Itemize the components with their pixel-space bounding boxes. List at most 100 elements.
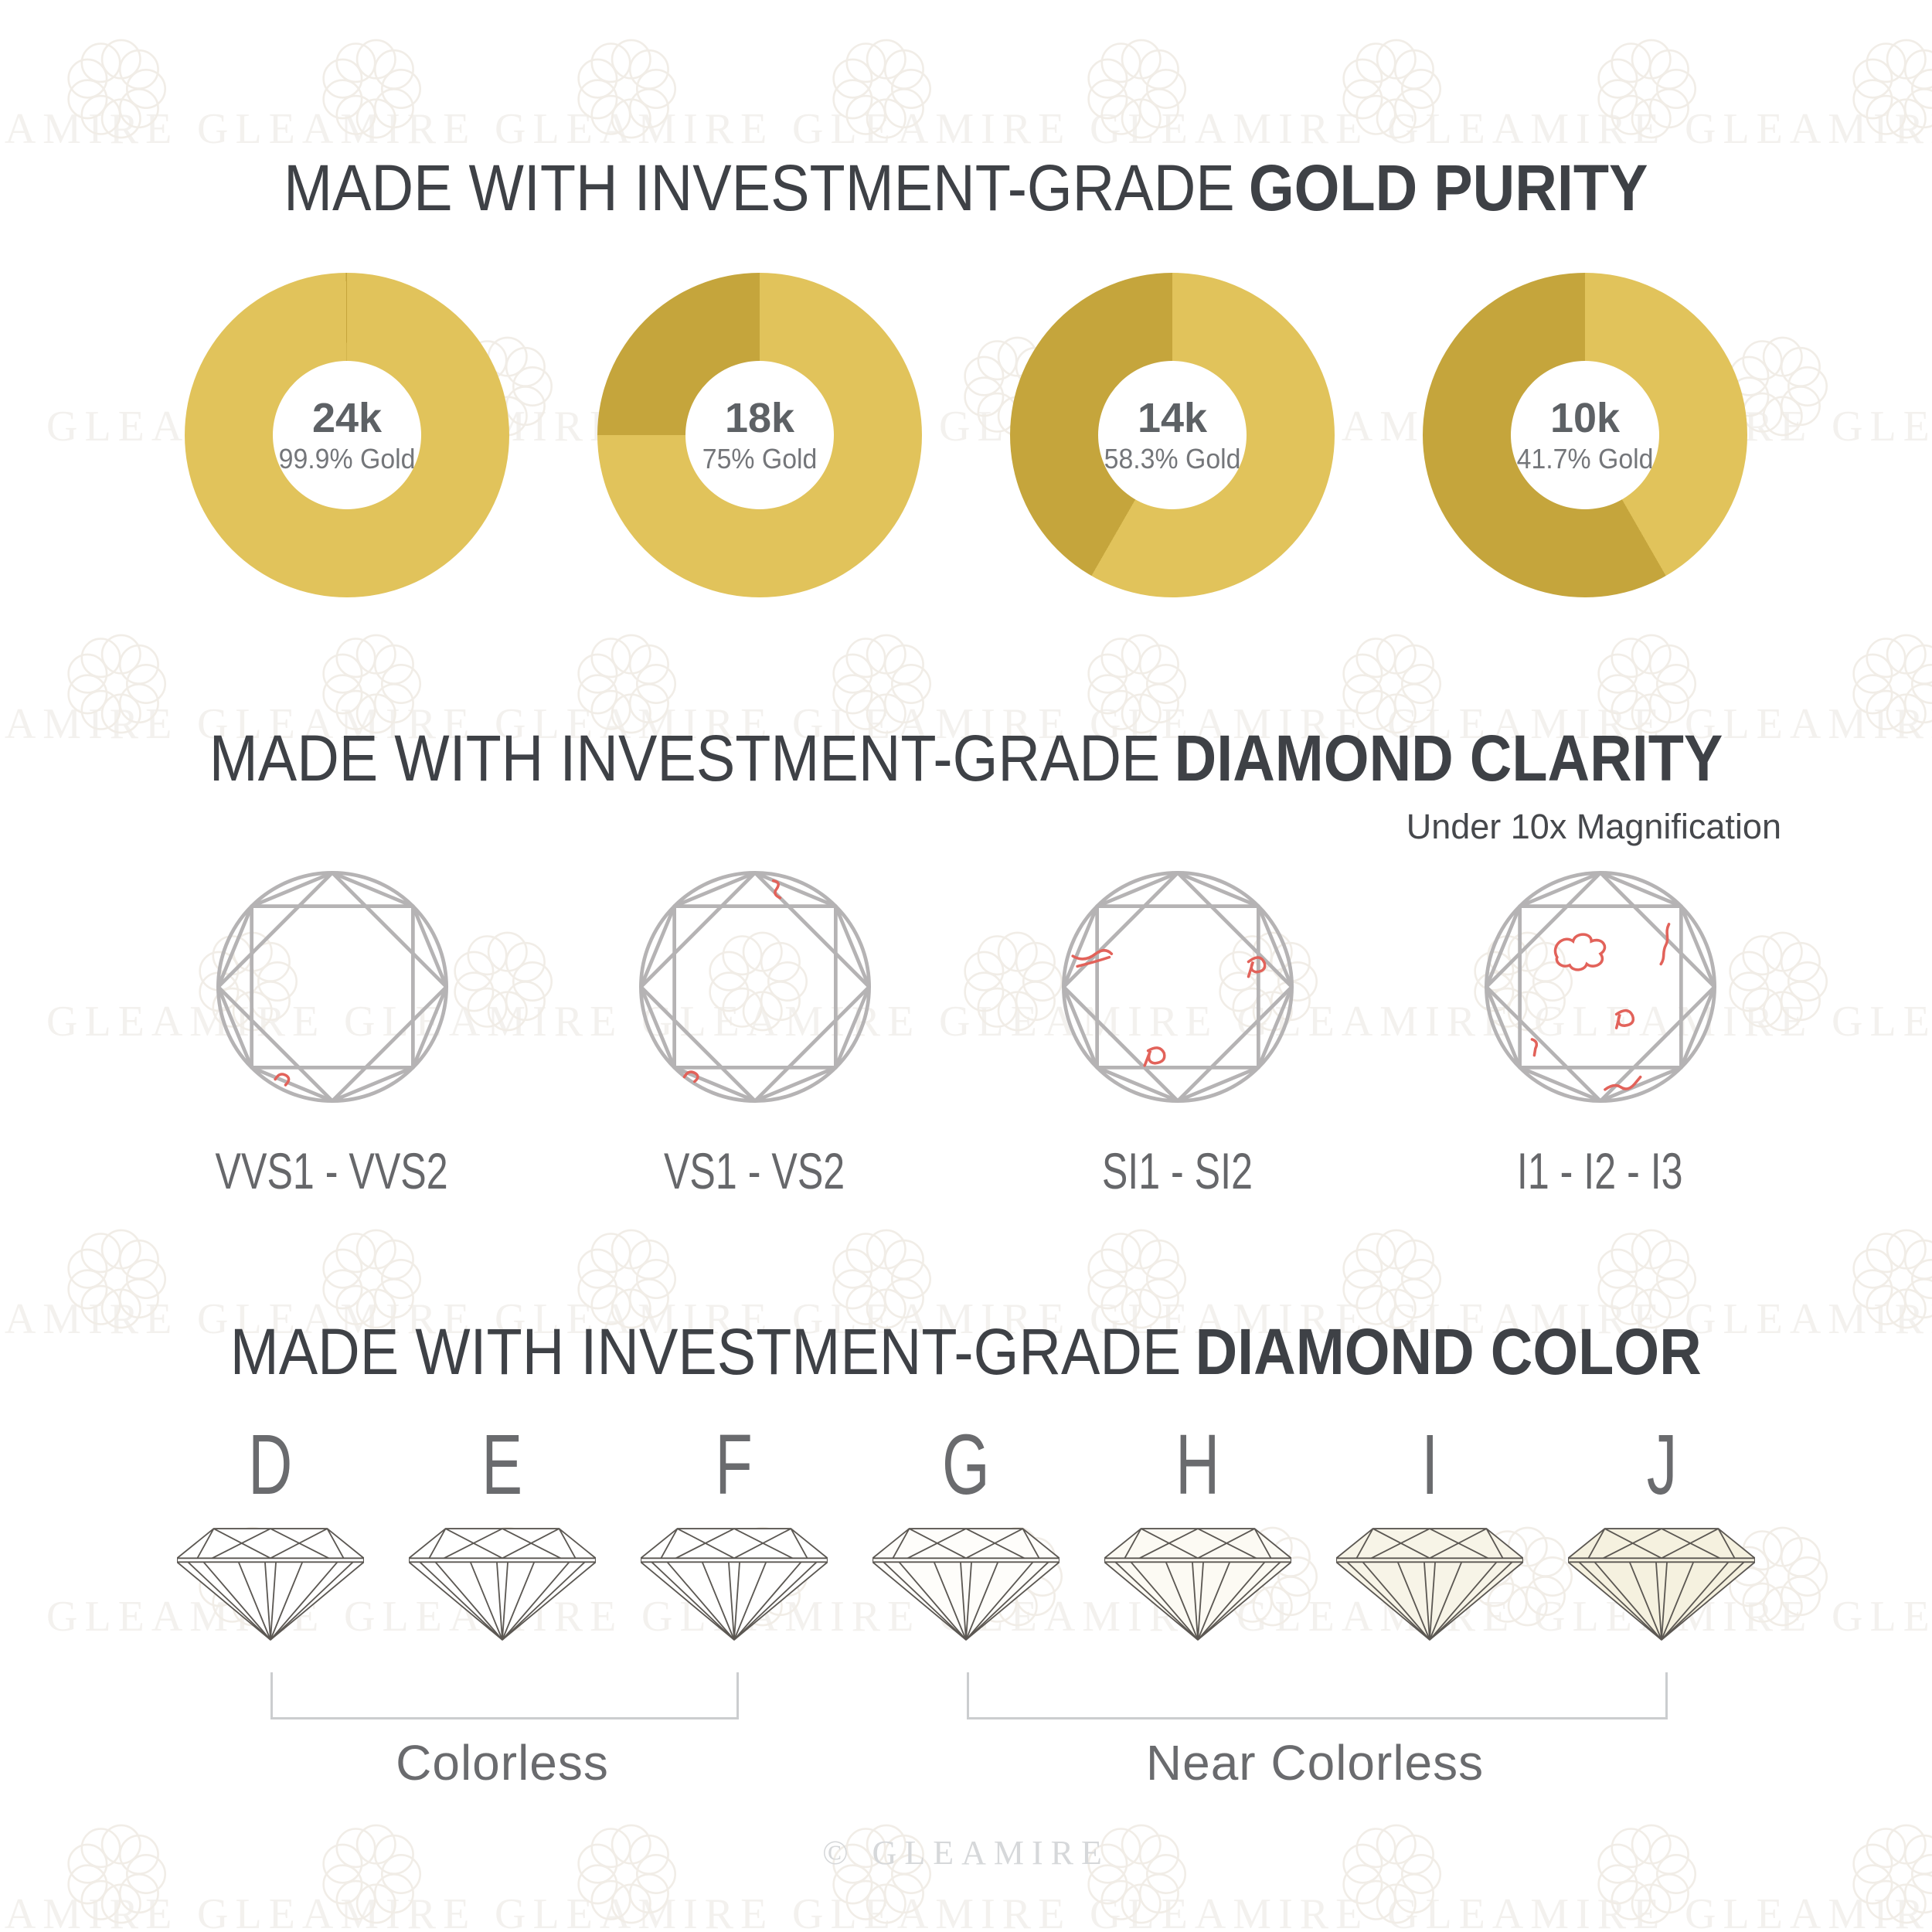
watermark-flower-icon — [1087, 39, 1186, 139]
diamond-top-view-icon — [1061, 871, 1294, 1103]
watermark-flower-icon — [322, 634, 421, 734]
inclusion-marks — [1530, 923, 1670, 1091]
watermark-flower-icon — [832, 634, 931, 734]
color-grade-column: D — [155, 1423, 386, 1643]
color-grade-letter: G — [942, 1417, 990, 1512]
donut-chart-24k: 24k 99.9% Gold — [185, 273, 509, 597]
watermark-flower-icon — [832, 39, 931, 139]
diamond-clarity-row: VVS1 - VVS2 VS1 - VS2 SI1 - SI2 I1 - I2 - I… — [0, 867, 1932, 1196]
color-grade-letter: J — [1646, 1417, 1677, 1512]
watermark-text: GLEAMIRE — [0, 105, 179, 153]
color-title-regular: MADE WITH INVESTMENT-GRADE — [230, 1315, 1182, 1388]
colorless-label: Colorless — [396, 1735, 609, 1791]
watermark-text: GLEAMIRE — [792, 700, 1072, 748]
copyright-footer: © GLEAMIRE — [822, 1834, 1110, 1872]
watermark-text: GLEAMIRE — [1090, 1890, 1369, 1932]
watermark-text: GLEAMIRE — [197, 1890, 477, 1932]
watermark-flower-icon — [322, 39, 421, 139]
karat-label: 10k — [1549, 395, 1621, 441]
clarity-grade-label: VVS1 - VVS2 — [215, 1142, 449, 1199]
watermark-text: GLEAMIRE — [1685, 1890, 1932, 1932]
watermark-flower-icon — [1597, 634, 1696, 734]
color-grade-column: I — [1314, 1423, 1546, 1643]
purity-label: 41.7% Gold — [1516, 443, 1654, 474]
donut-hole: 14k 58.3% Gold — [1098, 361, 1247, 509]
karat-label: 14k — [1137, 395, 1208, 441]
watermark-flower-icon — [832, 1824, 931, 1924]
watermark-text: GLEAMIRE — [197, 700, 477, 748]
colorless-bracket — [270, 1672, 739, 1719]
diamond-color-title: MADE WITH INVESTMENT-GRADE DIAMOND COLOR — [0, 1319, 1932, 1384]
color-grade-letter: D — [248, 1417, 293, 1512]
watermark-flower-icon — [67, 634, 166, 734]
diamond-side-view-icon — [641, 1528, 828, 1641]
watermark-flower-icon — [964, 931, 1063, 1032]
watermark-flower-icon — [577, 634, 676, 734]
color-title-bold: DIAMOND COLOR — [1195, 1315, 1702, 1388]
watermark-flower-icon — [1597, 39, 1696, 139]
watermark-text: GLEAMIRE — [344, 998, 624, 1046]
karat-label: 24k — [311, 395, 383, 441]
gold-purity-title: MADE WITH INVESTMENT-GRADE GOLD PURITY — [0, 155, 1932, 220]
watermark-flower-icon — [1087, 634, 1186, 734]
diamond-side-view-icon — [872, 1528, 1060, 1641]
watermark-flower-icon — [67, 39, 166, 139]
color-grade-letter: F — [715, 1417, 753, 1512]
donut-hole: 24k 99.9% Gold — [273, 361, 421, 509]
watermark-flower-icon — [577, 1229, 676, 1329]
watermark-flower-icon — [577, 1824, 676, 1924]
watermark-text: GLEAMIRE — [1832, 998, 1932, 1046]
clarity-column: SI1 - SI2 — [1058, 867, 1298, 1196]
watermark-text: GLEAMIRE — [46, 998, 326, 1046]
clarity-column: VVS1 - VVS2 — [213, 867, 452, 1196]
magnification-subtitle: Under 10x Magnification — [1406, 807, 1781, 846]
clarity-grade-label: I1 - I2 - I3 — [1517, 1142, 1683, 1199]
diamond-side-view-icon — [409, 1528, 596, 1641]
clarity-column: VS1 - VS2 — [635, 867, 875, 1196]
diamond-side-view-icon — [1336, 1528, 1523, 1641]
watermark-flower-icon — [454, 931, 553, 1032]
diamond-side-view-icon — [177, 1528, 364, 1641]
watermark-text: GLEAMIRE — [197, 105, 477, 153]
watermark-text: GLEAMIRE — [197, 1295, 477, 1343]
watermark-flower-icon — [1342, 1229, 1441, 1329]
watermark-flower-icon — [709, 931, 808, 1032]
donut-chart-18k: 18k 75% Gold — [597, 273, 922, 597]
inclusion-marks — [682, 879, 781, 1083]
inclusion-marks — [1070, 949, 1266, 1067]
color-grade-column: E — [386, 1423, 618, 1643]
watermark-flower-icon — [1852, 634, 1932, 734]
watermark-flower-icon — [1729, 931, 1828, 1032]
color-grade-column: J — [1546, 1423, 1777, 1643]
watermark-text: GLEAMIRE — [0, 1295, 179, 1343]
inclusion-marks — [273, 1073, 290, 1087]
gold-title-bold: GOLD PURITY — [1249, 151, 1648, 224]
watermark-text: GLEAMIRE — [1832, 1593, 1932, 1641]
karat-label: 18k — [724, 395, 795, 441]
watermark-text: GLEAMIRE — [792, 1295, 1072, 1343]
purity-label: 58.3% Gold — [1104, 443, 1241, 474]
diamond-side-view-icon — [1104, 1528, 1291, 1641]
watermark-flower-icon — [1342, 1824, 1441, 1924]
gold-purity-donut-row: 24k 99.9% Gold 18k 75% Gold 14k 58.3% Gold 10k… — [0, 273, 1932, 597]
watermark-flower-icon — [832, 1229, 931, 1329]
clarity-column: I1 - I2 - I3 — [1481, 867, 1720, 1196]
color-grade-letter: I — [1420, 1417, 1439, 1512]
near-colorless-bracket — [967, 1672, 1668, 1719]
watermark-flower-icon — [1342, 39, 1441, 139]
donut-hole: 10k 41.7% Gold — [1511, 361, 1659, 509]
diamond-top-view-icon — [1484, 871, 1716, 1103]
purity-label: 99.9% Gold — [278, 443, 416, 474]
watermark-flower-icon — [577, 39, 676, 139]
gold-title-regular: MADE WITH INVESTMENT-GRADE — [284, 151, 1235, 224]
diamond-top-view-icon — [638, 871, 871, 1103]
watermark-text: GLEAMIRE — [1832, 403, 1932, 451]
clarity-title-regular: MADE WITH INVESTMENT-GRADE — [209, 722, 1161, 794]
diamond-top-view-icon — [216, 871, 448, 1103]
watermark-flower-icon — [322, 1229, 421, 1329]
watermark-flower-icon — [67, 1229, 166, 1329]
clarity-grade-label: VS1 - VS2 — [664, 1142, 845, 1199]
